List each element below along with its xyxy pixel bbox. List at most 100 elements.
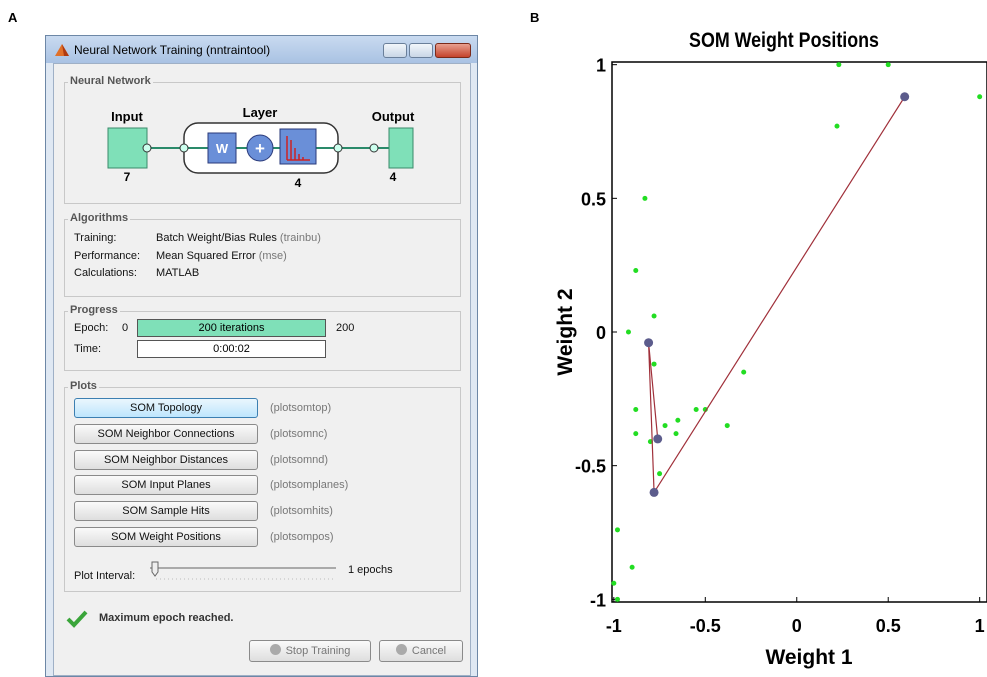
input-point [674,431,679,436]
input-point [615,597,620,602]
layer-size: 4 [295,176,302,190]
algorithm-name: MATLAB [156,267,199,279]
group-heading: Plots [68,380,99,392]
plot-function: (plotsomtop) [270,402,331,414]
input-point [977,94,982,99]
plot-frame [612,62,987,602]
input-point [835,124,840,129]
input-point [725,423,730,428]
input-point [633,431,638,436]
input-point [741,370,746,375]
plot-function: (plotsomplanes) [270,479,348,491]
chart-title: SOM Weight Positions [689,29,879,53]
interval-slider[interactable] [146,560,341,584]
input-point [663,423,668,428]
y-tick-label: -1 [590,590,606,610]
plot-button[interactable]: SOM Topology [74,398,258,418]
interval-value: 1 epochs [348,564,393,576]
network-diagram: Input 7 Layer 4 Output 4 W + [46,36,479,206]
neuron-point [644,338,653,347]
epoch-label: Epoch: [74,322,108,334]
transfer-box [280,129,316,164]
weight-symbol: W [216,141,229,156]
interval-label: Plot Interval: [74,570,135,582]
port [370,144,378,152]
status-text: Maximum epoch reached. [99,612,234,624]
output-label: Output [372,109,415,124]
group-heading: Progress [68,304,120,316]
neuron-point [900,92,909,101]
sum-symbol: + [255,139,265,158]
time-label: Time: [74,343,101,355]
input-point [633,407,638,412]
plot-function: (plotsomhits) [270,505,333,517]
y-tick-label: 1 [596,56,606,76]
algorithm-label: Performance: [74,250,140,262]
plot-function: (plotsomnc) [270,428,327,440]
algorithm-function: (trainbu) [280,232,321,244]
plot-button[interactable]: SOM Neighbor Connections [74,424,258,444]
layer-label: Layer [243,105,278,120]
stop-button-label: Stop Training [286,645,351,657]
cancel-button[interactable]: Cancel [379,640,463,662]
input-point [611,581,616,586]
algorithm-label: Calculations: [74,267,137,279]
y-axis-label: Weight 2 [554,288,577,375]
algorithm-label: Training: [74,232,116,244]
algorithm-name: Batch Weight/Bias Rules [156,232,277,244]
y-tick-label: -0.5 [575,457,606,477]
input-point [836,62,841,67]
input-label: Input [111,109,143,124]
output-size: 4 [390,170,397,184]
input-point [626,330,631,335]
input-point [675,418,680,423]
neuron-point [650,488,659,497]
plot-function: (plotsomnd) [270,454,328,466]
y-tick-label: 0.5 [581,189,606,209]
input-point [652,362,657,367]
input-point [694,407,699,412]
port [180,144,188,152]
port [334,144,342,152]
plot-button[interactable]: SOM Weight Positions [74,527,258,547]
cancel-button-label: Cancel [412,645,446,657]
input-point [630,565,635,570]
input-point [642,196,647,201]
x-tick-label: 0.5 [876,616,901,636]
x-tick-label: 1 [975,616,985,636]
input-point [886,62,891,67]
window: Neural Network Training (nntraintool) Ne… [45,35,478,677]
group-heading: Algorithms [68,212,130,224]
x-tick-label: -1 [606,616,622,636]
output-box [389,128,413,168]
neuron-point [653,434,662,443]
stop-button[interactable]: Stop Training [249,640,371,662]
plot-function: (plotsompos) [270,531,334,543]
check-icon [66,609,90,629]
input-box [108,128,147,168]
page: A B Neural Network Training (nntraintool… [0,0,987,677]
plot-button[interactable]: SOM Neighbor Distances [74,450,258,470]
algorithm-value: Mean Squared Error (mse) [156,250,287,262]
input-point [633,268,638,273]
algorithm-value: Batch Weight/Bias Rules (trainbu) [156,232,321,244]
plot-button[interactable]: SOM Input Planes [74,475,258,495]
algorithm-function: (mse) [259,250,287,262]
x-tick-label: 0 [792,616,802,636]
epoch-progress-bar: 200 iterations [137,319,326,337]
panel-label: A [8,10,17,25]
time-bar: 0:00:02 [137,340,326,358]
epoch-start: 0 [122,322,128,334]
x-tick-label: -0.5 [690,616,721,636]
input-size: 7 [124,170,131,184]
y-tick-label: 0 [596,323,606,343]
port [143,144,151,152]
plot-button[interactable]: SOM Sample Hits [74,501,258,521]
x-axis-label: Weight 1 [765,646,852,669]
input-point [657,471,662,476]
algorithm-name: Mean Squared Error [156,250,256,262]
input-point [615,527,620,532]
chart: SOM Weight Positions Weight 1 Weight 2 -… [530,0,987,677]
epoch-end: 200 [336,322,354,334]
connection-line [649,97,905,493]
